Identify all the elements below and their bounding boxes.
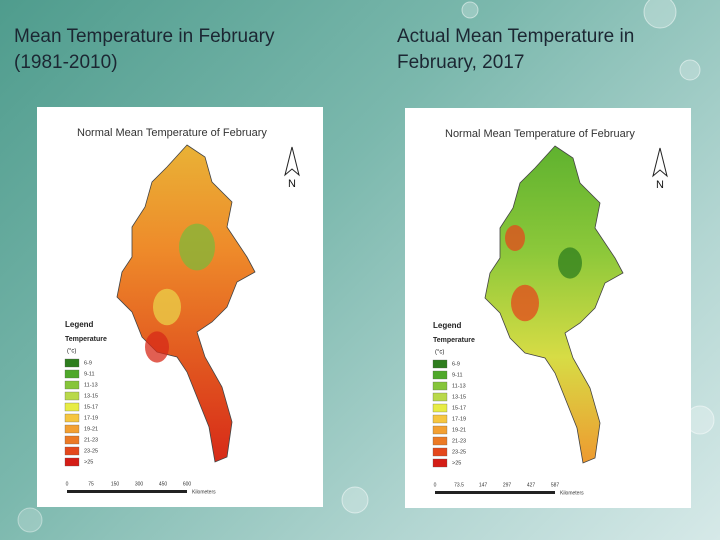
map-panel: Normal Mean Temperature of February N Lege… — [37, 107, 323, 507]
slide-title: Actual Mean Temperature in February, 201… — [397, 24, 634, 76]
temperature-zone — [511, 284, 539, 322]
legend-swatch — [432, 359, 448, 369]
title-line: (1981-2010) — [14, 52, 118, 73]
legend-swatch — [64, 391, 80, 401]
slide-title: Mean Temperature in February (1981-2010) — [14, 24, 275, 76]
temperature-zone — [153, 288, 181, 326]
legend-label: 9-11 — [452, 372, 463, 378]
temperature-zone — [179, 223, 215, 271]
legend-swatch — [64, 457, 80, 467]
country-shape — [484, 145, 624, 464]
legend-swatch — [432, 447, 448, 457]
legend-swatch — [432, 403, 448, 413]
legend-swatch — [432, 370, 448, 380]
legend-label: >25 — [84, 459, 93, 465]
legend-swatch — [64, 369, 80, 379]
map-title: Normal Mean Temperature of February — [77, 127, 267, 139]
legend-label: 17-19 — [452, 416, 466, 422]
legend-swatch — [64, 435, 80, 445]
scale-label: 0 — [434, 482, 437, 488]
legend-label: 17-19 — [84, 415, 98, 421]
legend-label: 23-25 — [84, 448, 98, 454]
map-panel: Normal Mean Temperature of February N Lege… — [405, 108, 691, 508]
legend-swatch — [432, 381, 448, 391]
legend-swatch — [64, 358, 80, 368]
scale-label: 600 — [183, 481, 192, 487]
legend-label: 13-15 — [452, 394, 466, 400]
legend-label: 11-13 — [452, 383, 466, 389]
legend-label: 6-9 — [452, 361, 460, 367]
north-label: N — [288, 178, 296, 190]
legend-swatch — [432, 414, 448, 424]
scale-label: 427 — [527, 482, 536, 488]
north-label: N — [656, 179, 664, 191]
country-shape — [116, 144, 256, 463]
scale-unit: Kilometers — [192, 489, 216, 495]
scale-label: 147 — [479, 482, 488, 488]
legend-subtitle: Temperature — [433, 337, 475, 344]
title-line: Actual Mean Temperature in — [397, 26, 635, 47]
legend-label: 11-13 — [84, 382, 98, 388]
legend-label: 15-17 — [452, 405, 466, 411]
legend-unit: (°c) — [67, 349, 76, 355]
legend-swatch — [64, 424, 80, 434]
legend-label: 23-25 — [452, 449, 466, 455]
legend-label: 15-17 — [84, 404, 98, 410]
scale-label: 297 — [503, 482, 512, 488]
legend-label: 21-23 — [452, 438, 466, 444]
legend-swatch — [432, 425, 448, 435]
legend-swatch — [432, 392, 448, 402]
scale-label: 587 — [551, 482, 560, 488]
legend-label: 19-21 — [452, 427, 466, 433]
north-arrow — [284, 146, 300, 177]
temperature-zone — [505, 225, 525, 251]
legend-label: 19-21 — [84, 426, 98, 432]
legend-unit: (°c) — [435, 350, 444, 356]
legend-label: 6-9 — [84, 360, 92, 366]
scale-unit: Kilometers — [560, 490, 584, 496]
temperature-zone — [145, 331, 169, 363]
map-title: Normal Mean Temperature of February — [445, 128, 635, 140]
scale-label: 450 — [159, 481, 168, 487]
legend-label: >25 — [452, 460, 461, 466]
legend-label: 21-23 — [84, 437, 98, 443]
scale-label: 73.5 — [454, 482, 464, 488]
legend-subtitle: Temperature — [65, 336, 107, 343]
legend-swatch — [64, 446, 80, 456]
legend-swatch — [432, 436, 448, 446]
legend-title: Legend — [65, 320, 94, 329]
scale-label: 0 — [66, 481, 69, 487]
temperature-zone — [558, 247, 582, 279]
title-line: February, 2017 — [397, 52, 525, 73]
north-arrow — [652, 147, 668, 178]
legend-label: 9-11 — [84, 371, 95, 377]
scale-bar — [67, 490, 187, 493]
scale-label: 300 — [135, 481, 144, 487]
title-line: Mean Temperature in February — [14, 26, 275, 47]
scale-bar — [435, 491, 555, 494]
legend-title: Legend — [433, 321, 462, 330]
legend-label: 13-15 — [84, 393, 98, 399]
legend-swatch — [64, 402, 80, 412]
legend-swatch — [64, 380, 80, 390]
legend-swatch — [432, 458, 448, 468]
legend-swatch — [64, 413, 80, 423]
scale-label: 75 — [88, 481, 94, 487]
scale-label: 150 — [111, 481, 120, 487]
